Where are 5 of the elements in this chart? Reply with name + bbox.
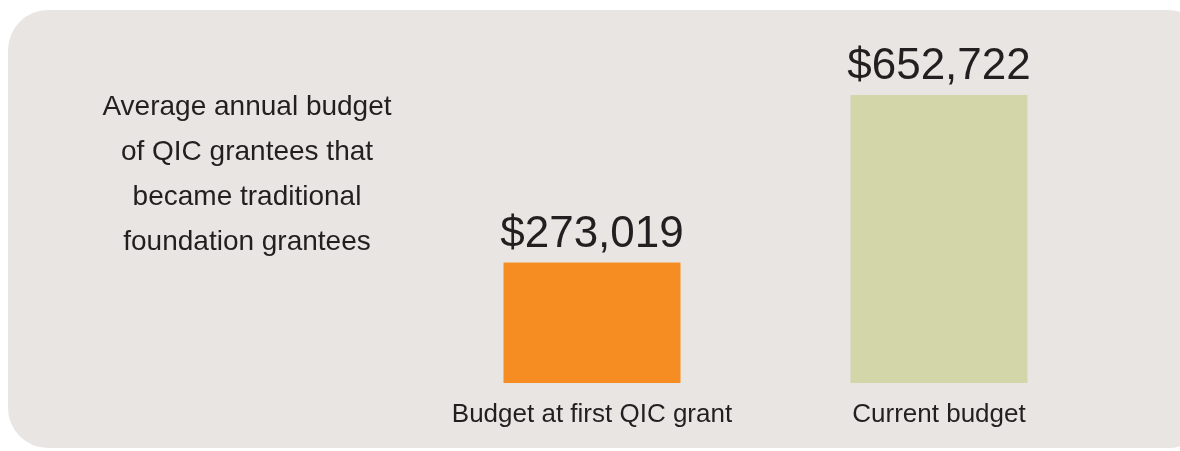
data-label: $652,722: [847, 39, 1031, 88]
x-tick-label: Current budget: [852, 398, 1027, 428]
x-tick-label: Budget at first QIC grant: [451, 398, 733, 428]
text: Average annual budget of QIC grantees that became traditional foundation grantees: [102, 90, 392, 256]
data-label: $273,019: [500, 206, 684, 256]
